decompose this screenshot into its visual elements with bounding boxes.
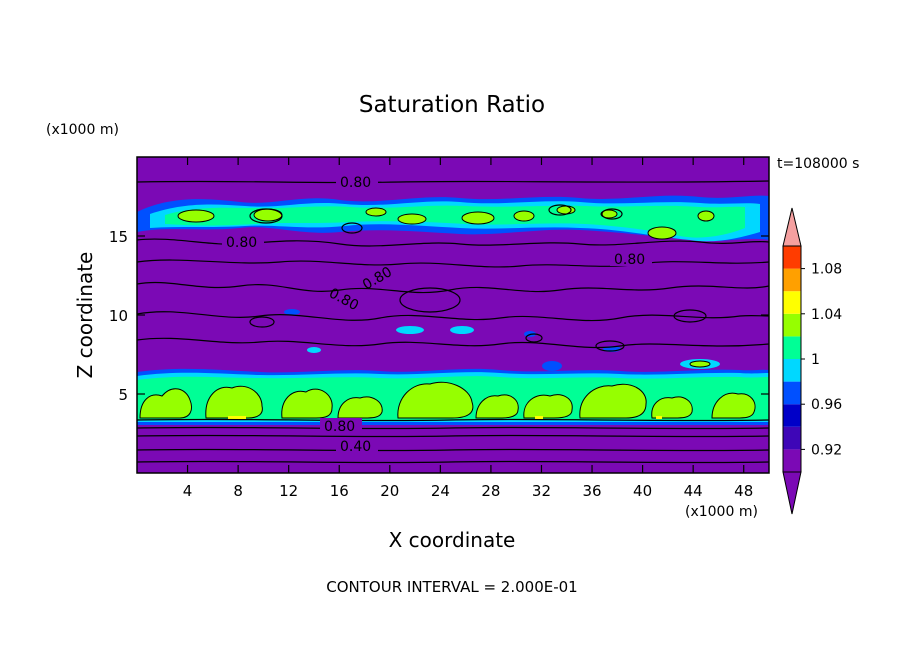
colorbar: 0.92 0.96 1 1.04 1.08 <box>782 207 842 515</box>
colorbar-label: 1 <box>811 352 820 368</box>
colorbar-segment <box>783 336 801 359</box>
x-tick-label: 36 <box>582 482 601 500</box>
colorbar-label: 1.04 <box>811 307 842 323</box>
y-axis: 5 10 15 <box>109 228 769 404</box>
colorbar-segment <box>783 313 801 337</box>
plot-area <box>137 157 769 473</box>
lower-layer-yellow-spots <box>228 416 662 419</box>
x-tick-label: 12 <box>279 482 298 500</box>
x-tick-label: 8 <box>233 482 243 500</box>
contour-label: 0.80 <box>226 235 257 251</box>
colorbar-segment <box>783 291 801 314</box>
colorbar-over-triangle <box>782 207 802 247</box>
y-axis-unit: (x1000 m) <box>46 122 119 138</box>
upper-layer-green-band <box>165 205 745 238</box>
x-tick-label: 44 <box>684 482 703 500</box>
colorbar-segment <box>783 381 801 405</box>
upper-layer-lime-patches <box>177 205 715 240</box>
contour-label: 0.80 <box>324 419 355 435</box>
contour-label: 0.80 <box>614 252 645 268</box>
x-tick-label: 16 <box>330 482 349 500</box>
contour-lines <box>137 180 769 464</box>
y-tick-label: 5 <box>118 386 128 404</box>
y-tick-label: 10 <box>109 307 128 325</box>
colorbar-label: 0.96 <box>811 397 842 413</box>
colorbar-label: 0.92 <box>811 442 842 458</box>
x-axis-unit: (x1000 m) <box>685 504 758 520</box>
x-tick-label: 40 <box>633 482 652 500</box>
x-axis-title: X coordinate <box>389 528 516 552</box>
colorbar-segment <box>783 449 801 472</box>
y-axis-title: Z coordinate <box>73 252 97 379</box>
x-tick-label: 48 <box>734 482 753 500</box>
x-tick-label: 24 <box>431 482 450 500</box>
mid-level-patches <box>284 309 720 371</box>
time-label: t=108000 s <box>777 156 859 172</box>
lower-layer-lime-patches <box>139 381 756 419</box>
colorbar-label: 1.08 <box>811 262 842 278</box>
x-tick-label: 28 <box>481 482 500 500</box>
y-tick-label: 15 <box>109 228 128 246</box>
colorbar-under-triangle <box>782 471 802 515</box>
colorbar-segment <box>783 246 801 269</box>
colorbar-segment <box>783 404 801 427</box>
contour-label: 0.80 <box>340 175 371 191</box>
colorbar-segment <box>783 268 801 292</box>
x-axis: 4 8 12 16 20 24 28 32 36 40 44 48 <box>183 157 753 500</box>
x-tick-label: 20 <box>380 482 399 500</box>
colorbar-segment <box>783 426 801 450</box>
chart-title: Saturation Ratio <box>359 92 545 118</box>
contour-interval-note: CONTOUR INTERVAL = 2.000E-01 <box>326 578 577 596</box>
contour-label: 0.40 <box>340 439 371 455</box>
colorbar-segment <box>783 359 801 382</box>
x-tick-label: 32 <box>532 482 551 500</box>
x-tick-label: 4 <box>183 482 193 500</box>
